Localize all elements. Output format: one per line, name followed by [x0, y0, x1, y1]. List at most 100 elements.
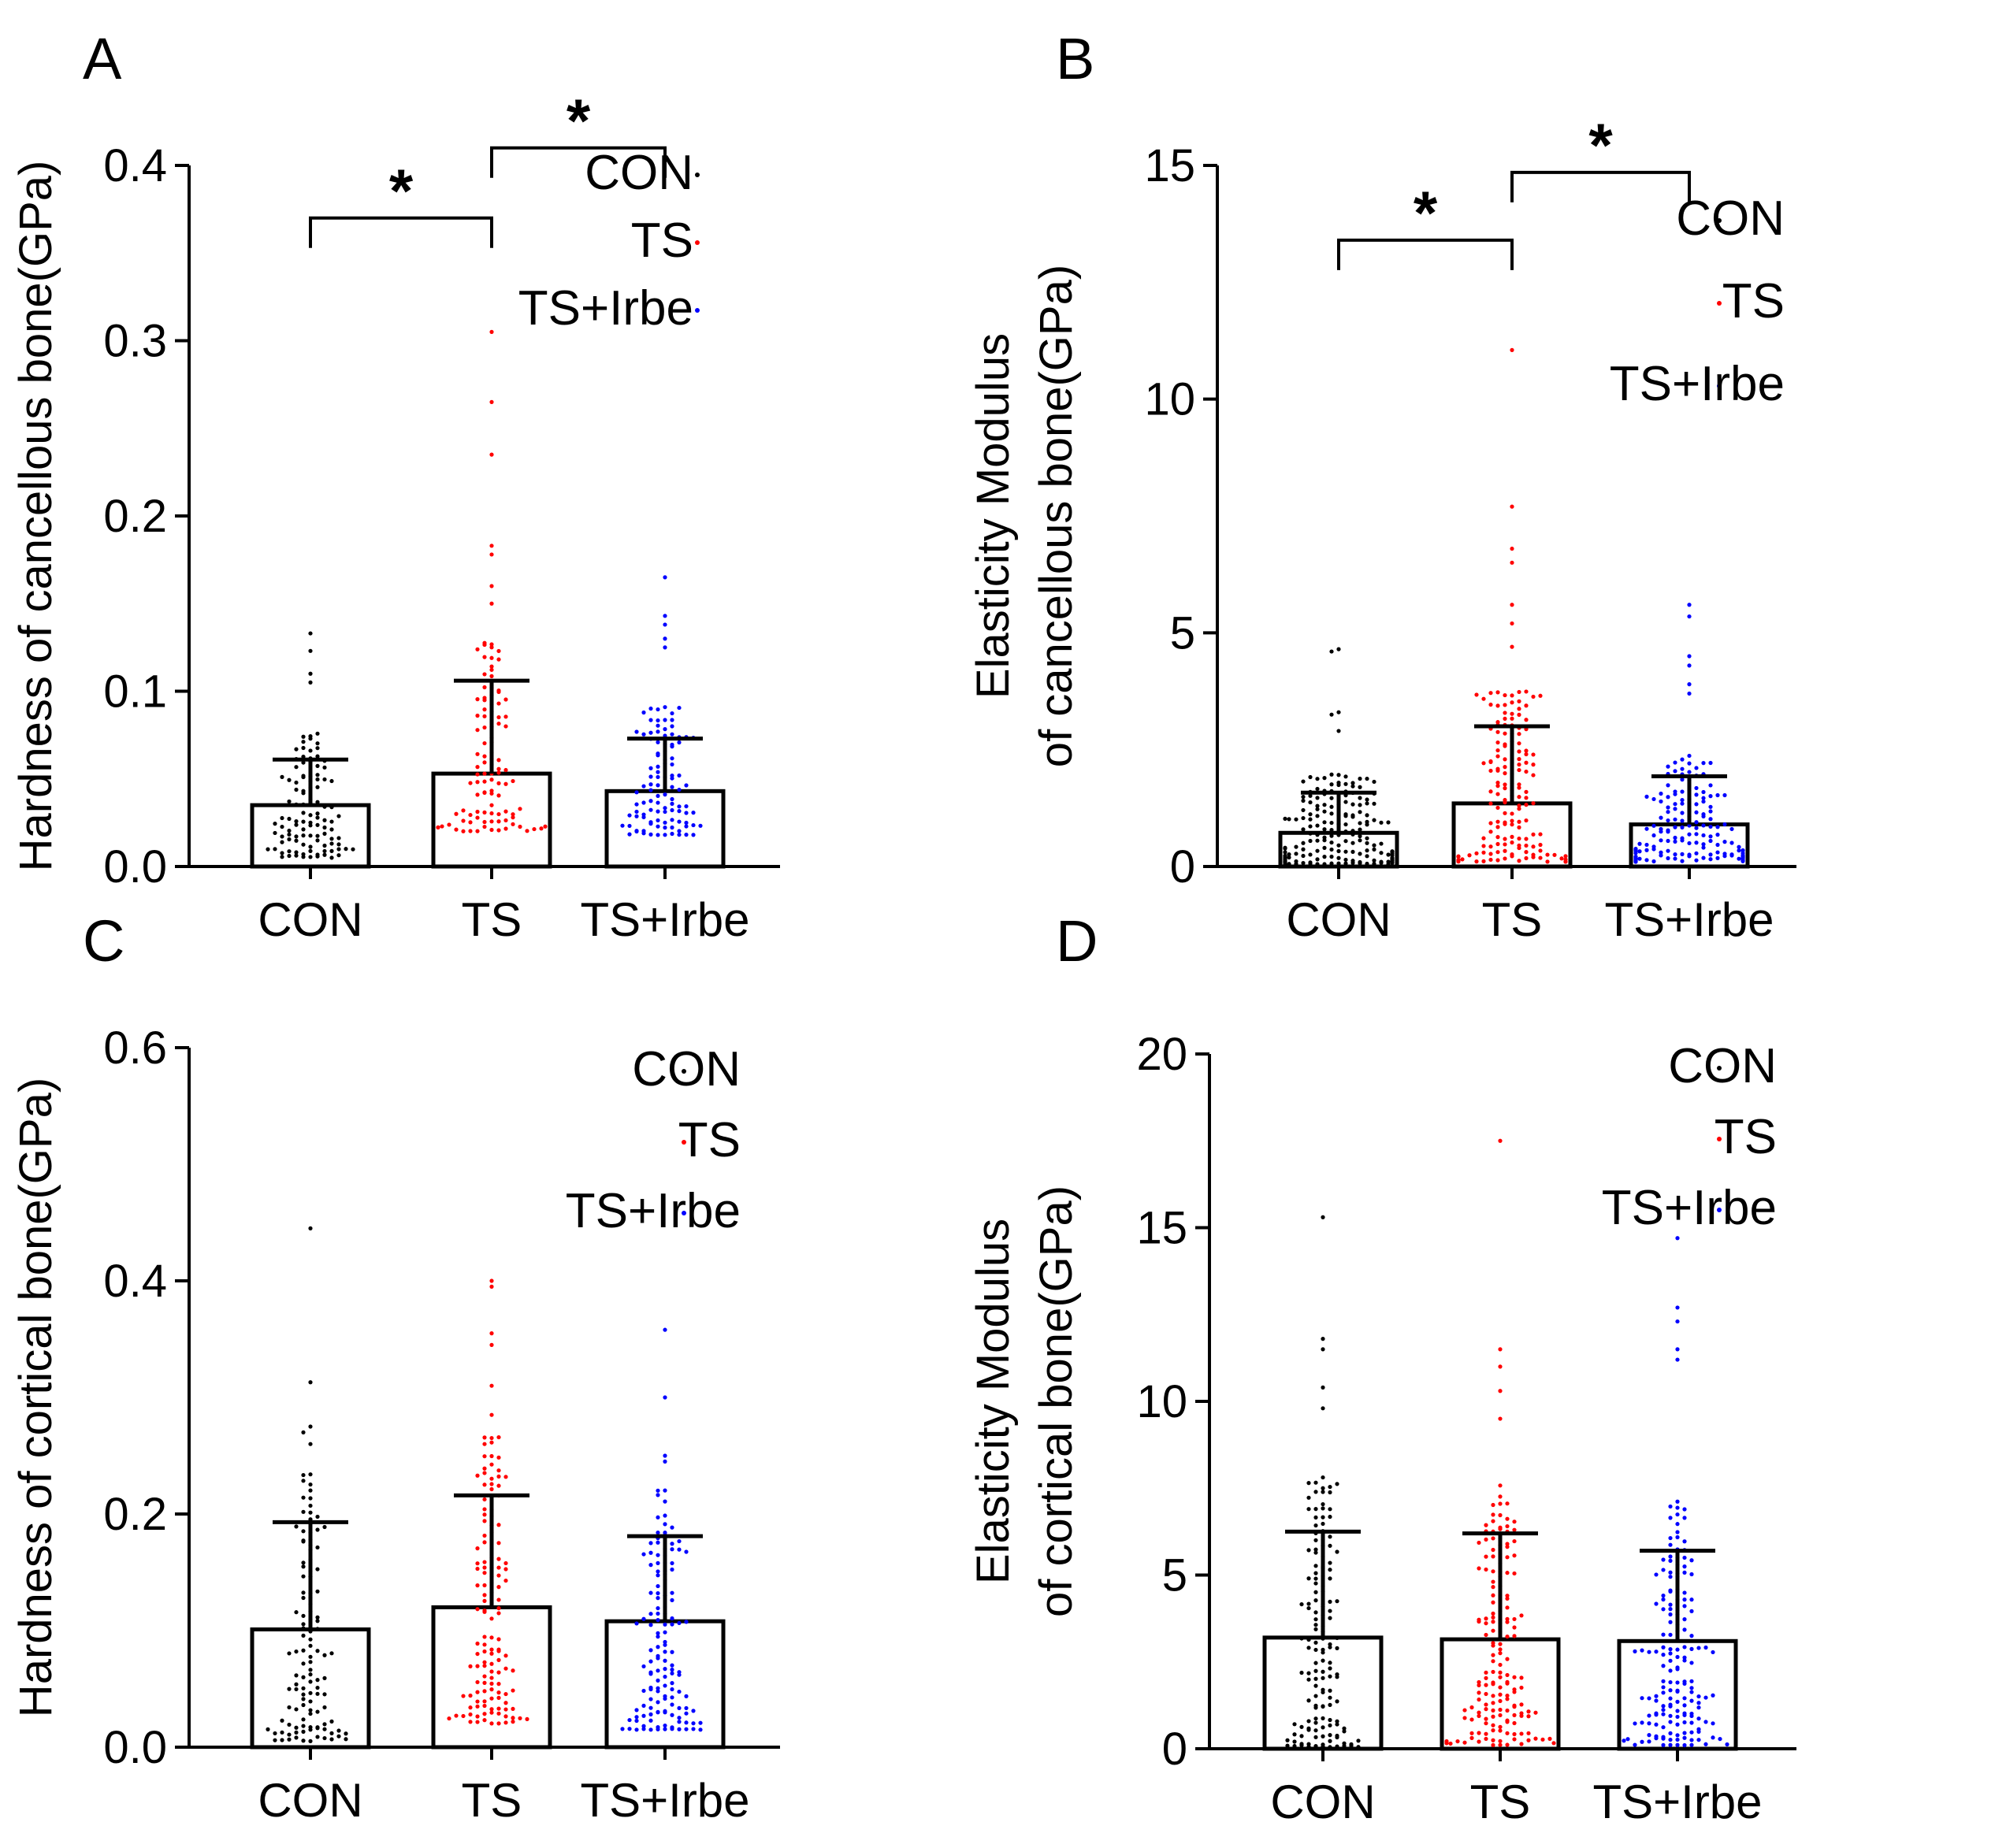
- data-point-ts-irbe: [1661, 1708, 1666, 1713]
- data-point-con: [1315, 777, 1320, 781]
- data-point-ts: [482, 655, 487, 659]
- panel-letter: B: [1056, 26, 1094, 91]
- data-point-con: [1390, 857, 1395, 862]
- data-point-con: [1313, 1716, 1318, 1721]
- y-axis-title-line: of cortical bone(GPa): [1031, 1186, 1082, 1617]
- data-point-ts-irbe: [1661, 1632, 1666, 1637]
- panel-letter: C: [83, 908, 124, 974]
- data-point-ts: [489, 1453, 494, 1459]
- data-point-ts-irbe: [634, 1718, 639, 1724]
- data-point-con: [301, 1495, 306, 1500]
- data-point-ts-irbe: [1682, 1598, 1687, 1602]
- data-point-ts: [1524, 837, 1529, 841]
- data-point-con: [351, 847, 355, 852]
- data-point-ts-irbe: [1708, 804, 1713, 809]
- data-point-ts: [1505, 1542, 1510, 1546]
- data-point-con: [1358, 803, 1362, 807]
- data-point-ts-irbe: [670, 724, 674, 729]
- data-point-ts: [482, 714, 487, 718]
- data-point-ts-irbe: [663, 1453, 667, 1458]
- data-point-ts: [1495, 835, 1500, 840]
- data-point-ts: [1531, 844, 1536, 849]
- data-point-ts: [482, 1519, 487, 1523]
- data-point-ts-irbe: [641, 710, 646, 715]
- data-point-ts-irbe: [670, 785, 674, 789]
- data-point-ts: [1484, 1736, 1488, 1742]
- y-tick-label: 15: [1144, 140, 1195, 191]
- data-point-ts: [1510, 644, 1514, 649]
- data-point-ts-irbe: [1673, 807, 1677, 811]
- data-point-ts-irbe: [670, 807, 674, 813]
- data-point-ts-irbe: [1666, 764, 1670, 769]
- data-point-ts: [1517, 732, 1521, 737]
- legend-marker-ts-irbe: [1717, 384, 1722, 388]
- data-point-con: [280, 815, 284, 821]
- data-point-con: [301, 1692, 306, 1697]
- data-point-ts: [482, 1454, 487, 1459]
- data-point-con: [322, 804, 327, 809]
- y-axis-title-line: Elasticity Modulus: [968, 1219, 1019, 1584]
- data-point-ts-irbe: [1661, 1664, 1666, 1668]
- data-point-ts-irbe: [663, 1683, 667, 1688]
- data-point-ts: [489, 1681, 494, 1686]
- data-point-ts-irbe: [1682, 1564, 1687, 1569]
- y-tick-label: 0.4: [103, 140, 167, 191]
- data-point-ts: [1563, 854, 1568, 859]
- data-point-ts-irbe: [1694, 858, 1699, 863]
- data-point-ts: [532, 826, 537, 832]
- data-point-con: [1313, 1720, 1318, 1725]
- data-point-ts-irbe: [656, 1553, 660, 1557]
- data-point-ts: [1477, 1690, 1481, 1695]
- data-point-con: [1322, 776, 1327, 781]
- data-point-ts: [475, 713, 480, 718]
- data-point-con: [1329, 811, 1334, 816]
- data-point-ts: [1484, 1731, 1488, 1736]
- data-point-ts-irbe: [1680, 859, 1685, 863]
- data-point-ts-irbe: [1675, 1647, 1680, 1652]
- data-point-con: [1322, 855, 1327, 859]
- data-point-ts: [468, 1720, 473, 1724]
- data-point-con: [301, 811, 306, 815]
- data-point-ts: [489, 1278, 494, 1283]
- data-point-con: [1315, 803, 1320, 808]
- data-point-ts: [1552, 852, 1557, 857]
- data-point-ts-irbe: [648, 1612, 653, 1616]
- data-point-con: [1329, 649, 1334, 654]
- data-point-ts-irbe: [684, 1549, 689, 1554]
- data-point-ts-irbe: [1741, 848, 1745, 853]
- y-tick-label: 0: [1162, 1724, 1187, 1775]
- data-point-con: [1372, 843, 1376, 848]
- data-point-con: [308, 1496, 313, 1501]
- data-point-ts-irbe: [1668, 1632, 1673, 1637]
- data-point-ts-irbe: [656, 793, 660, 799]
- data-point-con: [301, 802, 306, 807]
- data-point-ts-irbe: [1689, 1661, 1694, 1665]
- legend-marker-con: [682, 1069, 686, 1074]
- data-point-ts: [1488, 857, 1493, 863]
- data-point-con: [315, 1589, 320, 1594]
- data-point-ts-irbe: [1701, 842, 1706, 847]
- data-point-ts: [1517, 843, 1521, 848]
- data-point-con: [1343, 849, 1348, 854]
- data-point-con: [322, 1722, 327, 1727]
- data-point-ts: [475, 1714, 480, 1719]
- data-point-ts-irbe: [1659, 826, 1663, 832]
- data-point-ts: [1524, 689, 1529, 694]
- data-point-ts: [1524, 703, 1529, 708]
- data-point-con: [1292, 1743, 1297, 1749]
- data-point-ts-irbe: [1687, 691, 1692, 696]
- data-point-ts-irbe: [1718, 1736, 1722, 1742]
- data-point-con: [287, 1705, 292, 1710]
- data-point-ts: [503, 809, 508, 814]
- data-point-ts-irbe: [1675, 1319, 1680, 1324]
- data-point-ts: [1484, 1683, 1488, 1687]
- y-tick-label: 0.6: [103, 1022, 167, 1074]
- data-point-ts: [1526, 1731, 1531, 1735]
- data-point-con: [287, 1737, 292, 1742]
- data-point-ts-irbe: [1668, 1713, 1673, 1718]
- data-point-con: [315, 1725, 320, 1730]
- data-point-ts-irbe: [663, 1488, 667, 1493]
- data-point-ts: [1517, 782, 1521, 787]
- data-point-con: [1299, 1670, 1304, 1675]
- data-point-ts: [489, 399, 494, 404]
